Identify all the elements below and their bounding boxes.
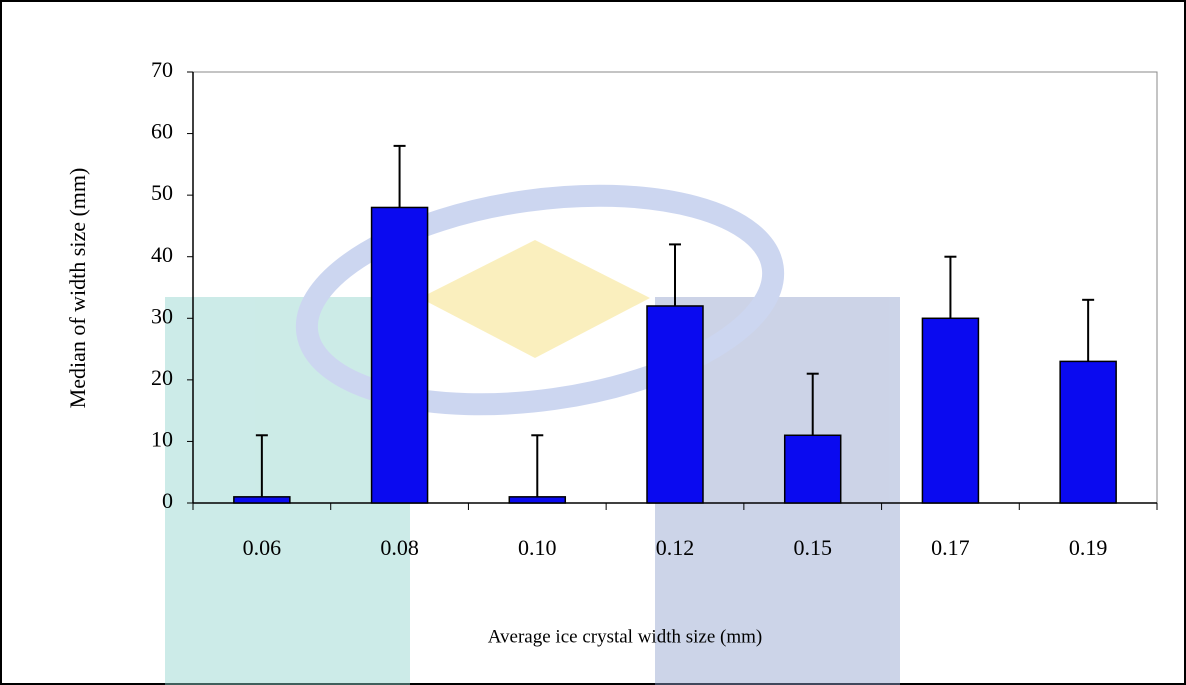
bar [372, 207, 428, 503]
x-tick-label: 0.19 [1069, 535, 1108, 560]
bar [234, 497, 290, 503]
bar [509, 497, 565, 503]
bar [1060, 361, 1116, 503]
bar [785, 435, 841, 503]
y-tick-label: 30 [151, 303, 173, 328]
x-tick-label: 0.06 [243, 535, 282, 560]
y-tick-label: 0 [162, 488, 173, 513]
x-tick-label: 0.12 [656, 535, 695, 560]
y-tick-label: 10 [151, 426, 173, 451]
x-tick-label: 0.15 [793, 535, 832, 560]
x-tick-label: 0.08 [380, 535, 419, 560]
y-tick-label: 40 [151, 242, 173, 267]
bar [647, 306, 703, 503]
x-tick-label: 0.17 [931, 535, 970, 560]
chart: Average ice crystal width size (mm) Medi… [0, 0, 1186, 685]
y-axis-label: Median of width size (mm) [65, 168, 90, 409]
y-tick-label: 50 [151, 180, 173, 205]
y-tick-label: 70 [151, 57, 173, 82]
x-tick-label: 0.10 [518, 535, 557, 560]
y-tick-label: 60 [151, 119, 173, 144]
bar [922, 318, 978, 503]
y-tick-label: 20 [151, 365, 173, 390]
x-axis-label: Average ice crystal width size (mm) [488, 626, 763, 647]
